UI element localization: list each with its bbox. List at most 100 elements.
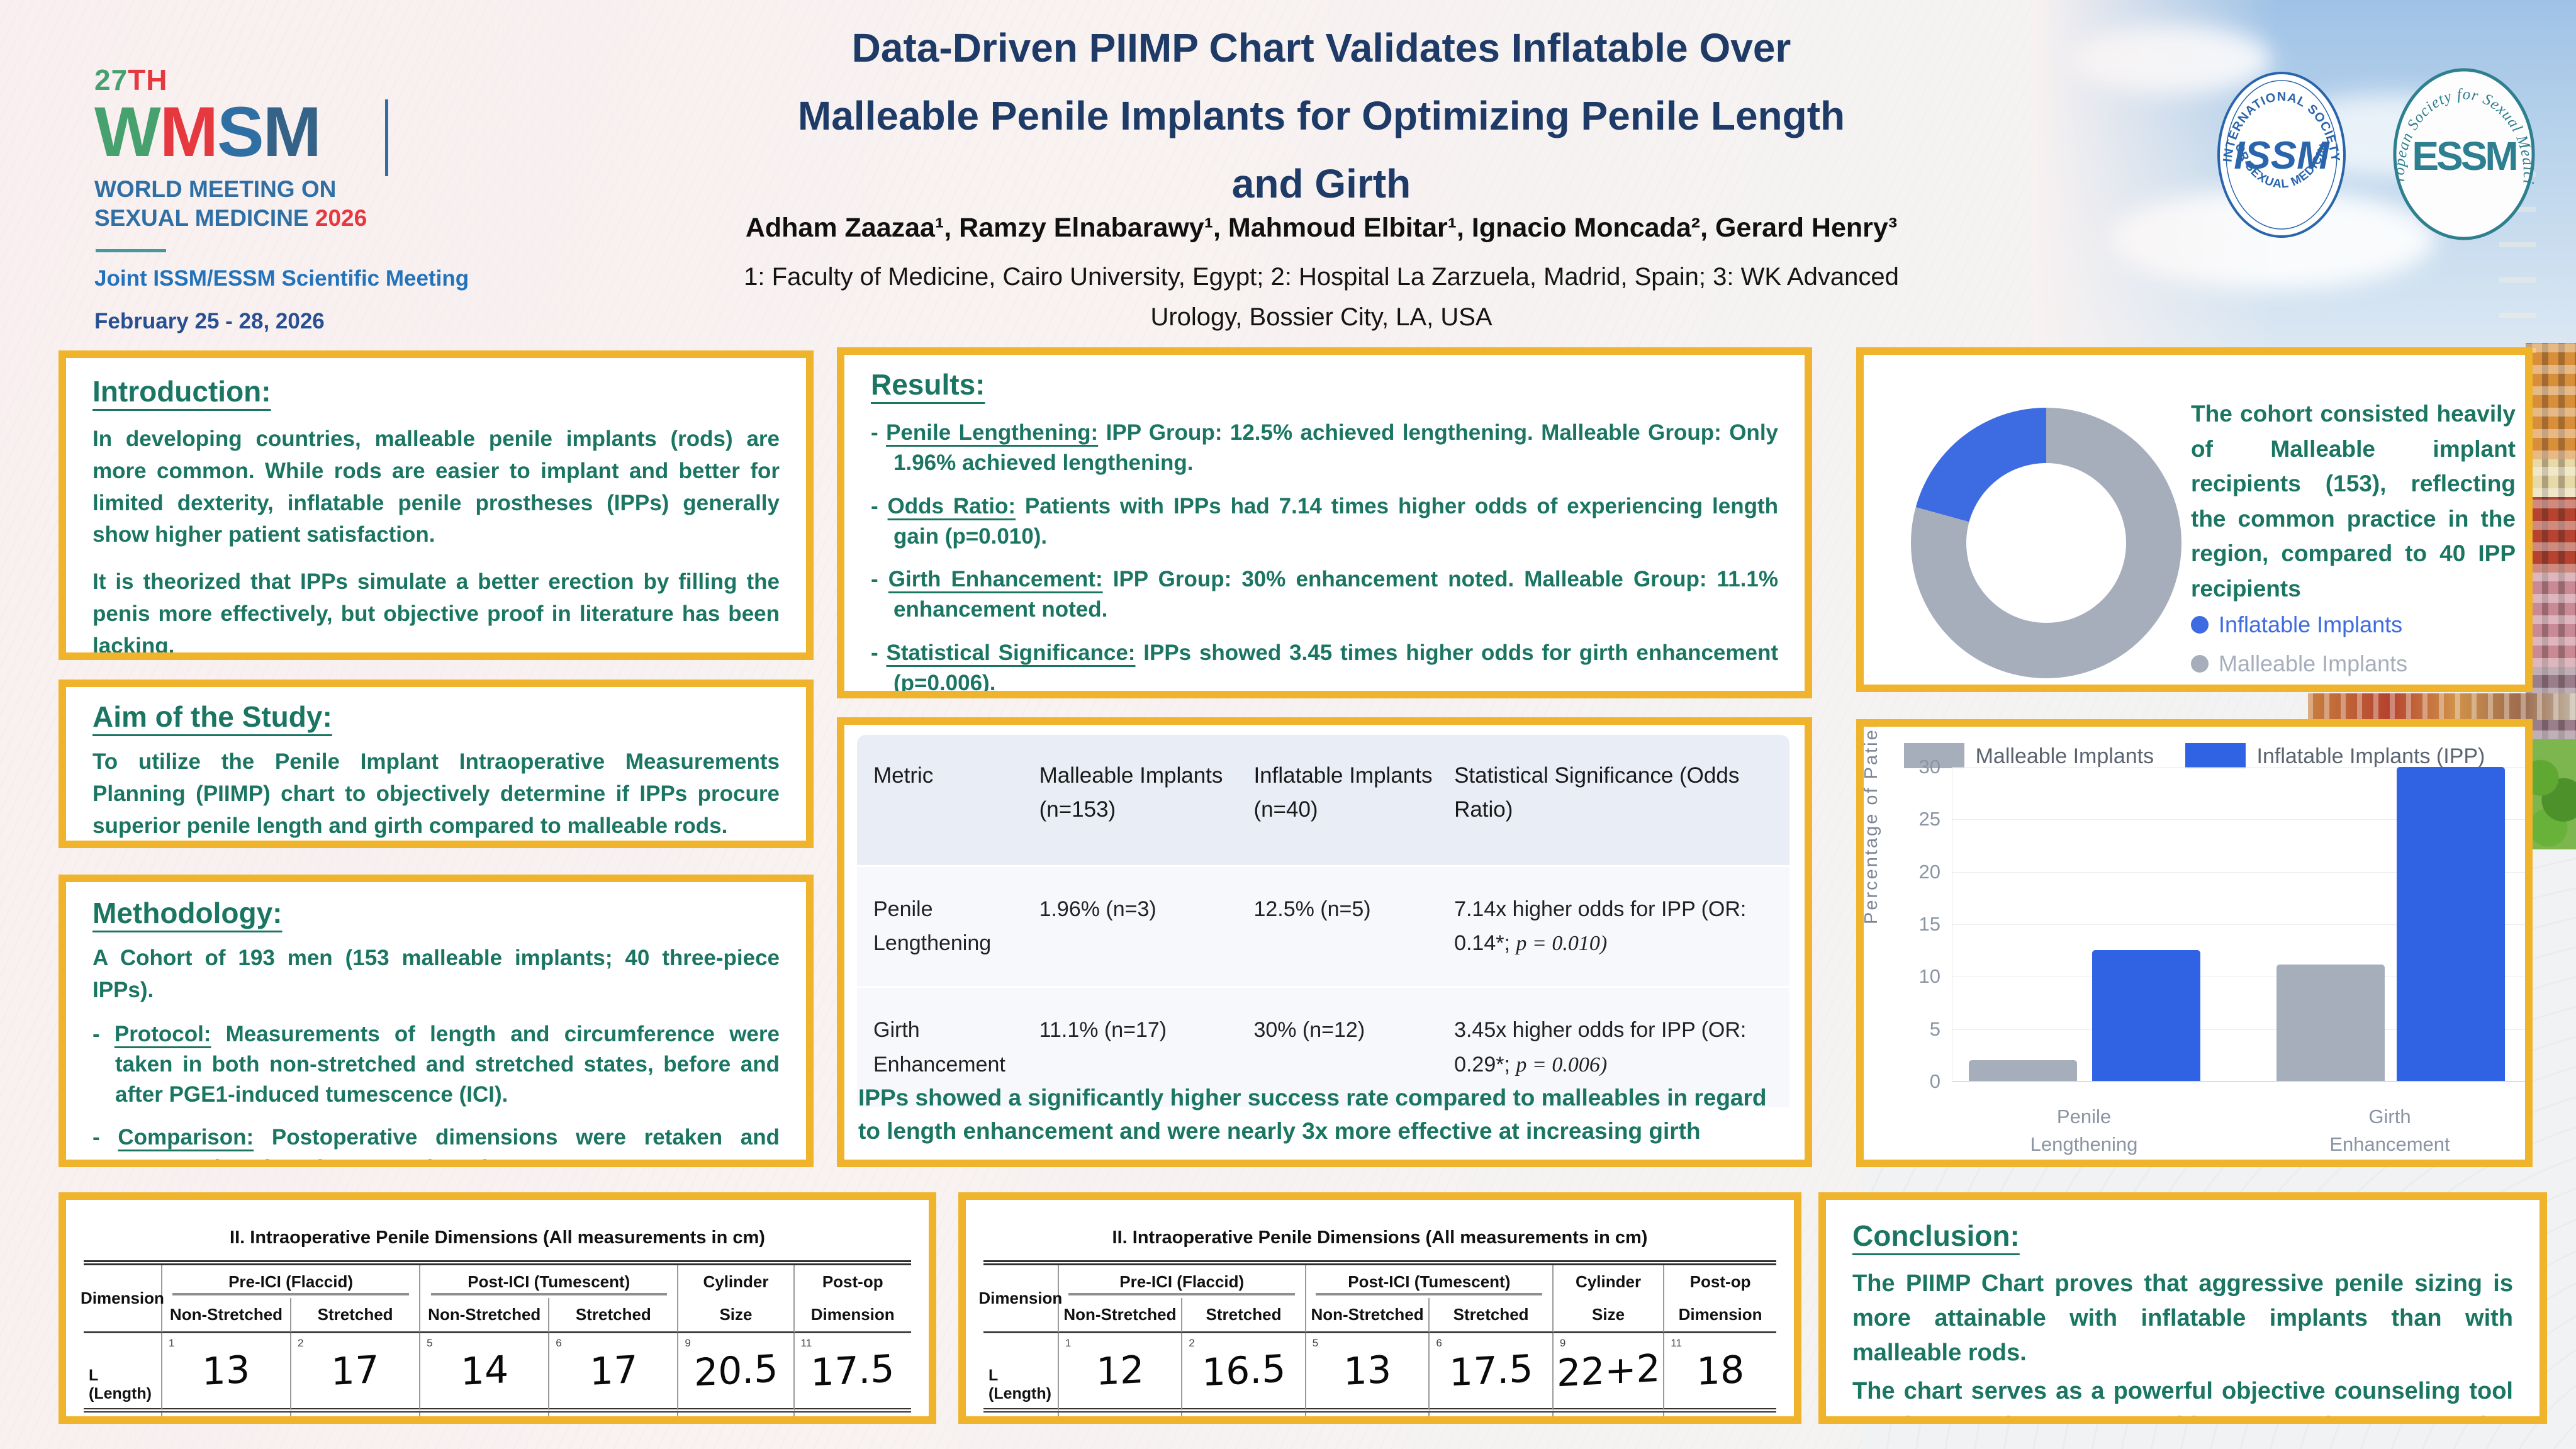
cell-sup: 3 xyxy=(168,1416,175,1424)
poster-title-line3: and Girth xyxy=(1231,161,1411,206)
handwritten-value: 13 xyxy=(1696,1423,1744,1424)
introduction-paragraph-1: In developing countries, malleable penil… xyxy=(92,427,780,547)
subheader-stretched: Stretched xyxy=(1182,1298,1306,1333)
subheader-nonstretched: Non-Stretched xyxy=(1058,1298,1183,1333)
subheader-nonstretched: Non-Stretched xyxy=(162,1298,292,1333)
girth-text: IPP Group: 30% enhancement noted. Mallea… xyxy=(893,567,1778,622)
affiliations: 1: Faculty of Medicine, Cairo University… xyxy=(478,257,2164,337)
cohort-description: The cohort consisted heavily of Malleabl… xyxy=(2191,401,2516,601)
lengthening-lead: Penile Lengthening: xyxy=(886,420,1099,445)
poster-title: Data-Driven PIIMP Chart Validates Inflat… xyxy=(541,14,2102,218)
bullet-dash: - xyxy=(871,640,878,665)
cell-sup: 11 xyxy=(800,1337,812,1349)
bullet-dash: - xyxy=(92,1125,100,1150)
wmsm-congress-logo: 27TH WMSM WORLD MEETING ON SEXUAL MEDICI… xyxy=(94,63,469,334)
handwritten-value: 12.5 xyxy=(1325,1422,1409,1424)
group-underline xyxy=(1316,1293,1543,1295)
table-row: Penile Lengthening 1.96% (n=3) 12.5% (n=… xyxy=(857,864,1789,987)
subheader-size: Size xyxy=(1553,1298,1665,1333)
handwritten-value: 13 xyxy=(1343,1347,1392,1394)
header-cylinder: Cylinder xyxy=(678,1265,795,1298)
piimp-chart-left-panel: II. Intraoperative Penile Dimensions (Al… xyxy=(59,1192,936,1424)
conclusion-panel: Conclusion: The PIIMP Chart proves that … xyxy=(1818,1192,2547,1424)
malleable-swatch xyxy=(1903,743,1964,768)
wmsm-letter-m2: M xyxy=(262,92,322,171)
col-metric: Metric xyxy=(873,763,934,788)
methodology-heading: Methodology: xyxy=(92,897,283,929)
row2-inflatable: 30% (n=12) xyxy=(1248,988,1450,1108)
handwritten-value: 14 xyxy=(460,1347,508,1394)
row2-stat-pvalue: p = 0.006) xyxy=(1516,1053,1608,1077)
category-line: Lengthening xyxy=(2030,1133,2138,1155)
poster-title-line2: Malleable Penile Implants for Optimizing… xyxy=(797,93,1845,138)
wmsm-letter-s: S xyxy=(217,92,264,171)
row2-significance: 3.45x higher odds for IPP (OR: 0.29*; p … xyxy=(1449,988,1789,1108)
cell-sup: 1 xyxy=(1065,1337,1072,1349)
subheader-dimension: Dimension xyxy=(1664,1298,1776,1333)
odds-lead: Odds Ratio: xyxy=(887,493,1016,518)
cell-length-3: 5 13 xyxy=(1306,1333,1430,1413)
edition-number: 27 xyxy=(94,64,128,96)
ytick-10: 10 xyxy=(1918,965,1940,987)
inflatable-legend-label: Inflatable Implants xyxy=(2219,612,2403,637)
handwritten-value: 11.5 xyxy=(184,1422,268,1424)
subheader-stretched: Stretched xyxy=(549,1298,679,1333)
cell-sup: 3 xyxy=(1065,1416,1072,1424)
handwritten-value: 18 xyxy=(1696,1347,1745,1394)
issm-center-text: ISSM xyxy=(2234,134,2330,177)
handwritten-value: 17.5 xyxy=(810,1346,895,1396)
trees xyxy=(2526,739,2576,849)
conclusion-content: Conclusion: The PIIMP Chart proves that … xyxy=(1826,1200,2540,1416)
header-cylinder: Cylinder xyxy=(1554,1265,1665,1298)
cell-sup: 9 xyxy=(685,1337,691,1349)
cell-length-5: 9 20.5 xyxy=(678,1333,795,1413)
header-dimension: Dimension xyxy=(978,1265,1062,1333)
cell-girth-1: 3 11 xyxy=(1059,1413,1183,1424)
handwritten-value: Titan xyxy=(1561,1422,1655,1424)
affiliation-line1: 1: Faculty of Medicine, Cairo University… xyxy=(744,263,1899,291)
length-row-label-cell: L (Length) xyxy=(84,1333,162,1413)
wmsm-letter-w: W xyxy=(94,92,161,171)
metrics-table-panel: Metric Malleable Implants (n=153) Inflata… xyxy=(837,717,1812,1167)
col-significance: Statistical Significance (Odds Ratio) xyxy=(1454,763,1740,822)
ytick-20: 20 xyxy=(1918,861,1940,883)
col-malleable: Malleable Implants (n=153) xyxy=(1034,735,1249,865)
cell-girth-6: 12 12 xyxy=(795,1413,911,1416)
porto-buildings-photo-strip xyxy=(2526,343,2576,849)
handwritten-value: 11 xyxy=(590,1423,637,1424)
cell-sup: 8 xyxy=(556,1416,562,1424)
handwritten-value: 10 xyxy=(1219,1423,1267,1424)
row1-malleable: 1.96% (n=3) xyxy=(1034,866,1249,987)
buildings-strip-between-boxes xyxy=(2308,693,2576,720)
introduction-paragraph-2: It is theorized that IPPs simulate a bet… xyxy=(92,569,780,658)
cell-sup: 6 xyxy=(556,1337,562,1349)
introduction-heading: Introduction: xyxy=(92,375,271,408)
significance-text: IPPs showed 3.45 times higher odds for g… xyxy=(893,640,1778,696)
methodology-bullet-comparison: - Comparison: Postoperative dimensions w… xyxy=(92,1122,780,1160)
subheader-nonstretched: Non-Stretched xyxy=(1306,1298,1430,1333)
methodology-content: Methodology: A Cohort of 193 men (153 ma… xyxy=(66,882,806,1160)
methodology-panel: Methodology: A Cohort of 193 men (153 ma… xyxy=(59,875,814,1167)
cell-sup: 11 xyxy=(1671,1337,1682,1349)
col-inflatable-line2: (n=40) xyxy=(1253,797,1318,822)
authors-line: Adham Zaazaa¹, Ramzy Elnabarawy¹, Mahmou… xyxy=(745,213,1898,243)
table-row: Girth Enhancement 11.1% (n=17) 30% (n=12… xyxy=(857,986,1789,1108)
conclusion-paragraph-2: The chart serves as a powerful objective… xyxy=(1852,1378,2513,1416)
donut-legend-item: Inflatable Implants xyxy=(2191,612,2402,638)
row1-metric: Penile Lengthening xyxy=(857,866,1034,987)
edition-suffix: TH xyxy=(128,64,168,96)
subheader-size: Size xyxy=(678,1298,795,1333)
inflatable-legend-label: Inflatable Implants (IPP) xyxy=(2256,744,2485,768)
malleable-legend-label: Malleable Implants xyxy=(2219,651,2408,676)
cell-sup: 10 xyxy=(685,1416,697,1424)
length-label: L (Length) xyxy=(988,1367,1051,1402)
cell-sup: 12 xyxy=(1671,1416,1683,1424)
building-facade xyxy=(2526,497,2576,573)
aim-content: Aim of the Study: To utilize the Penile … xyxy=(66,687,806,841)
significance-lead: Statistical Significance: xyxy=(886,640,1136,665)
ytick-5: 5 xyxy=(1929,1018,1940,1040)
gridline xyxy=(1952,819,2525,820)
row1-significance: 7.14x higher odds for IPP (OR: 0.14*; p … xyxy=(1449,866,1789,987)
lengthening-text: IPP Group: 12.5% achieved lengthening. M… xyxy=(893,420,1779,476)
handwritten-value: 12 xyxy=(1095,1347,1145,1394)
